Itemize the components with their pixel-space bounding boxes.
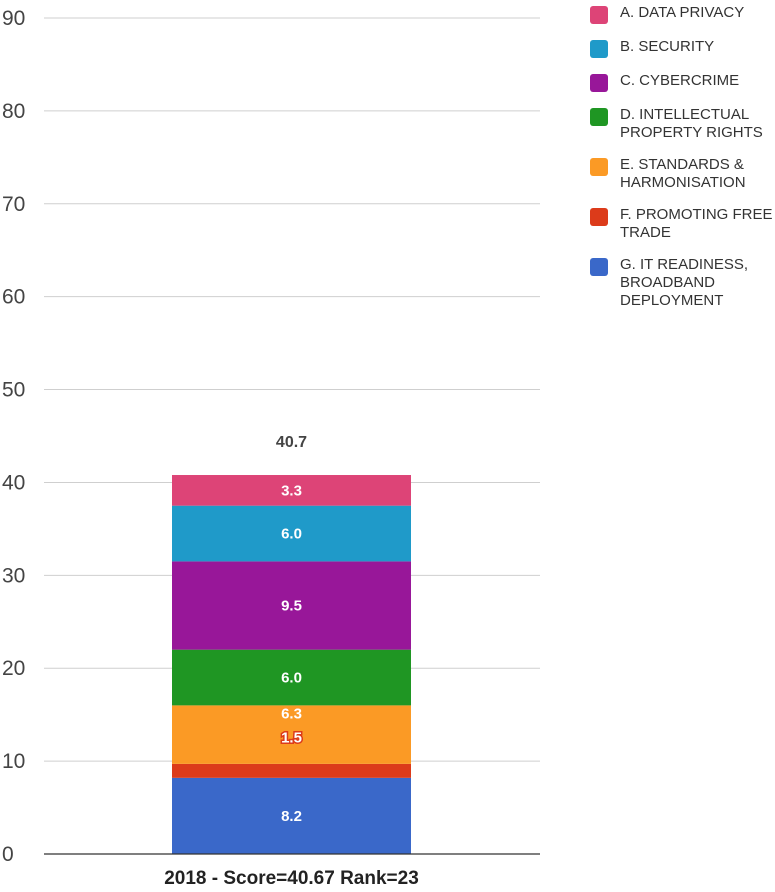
segment-value-label: 8.2 <box>281 808 302 825</box>
bar-segment <box>172 561 411 650</box>
legend-swatch <box>590 74 608 92</box>
segment-value-label: 6.0 <box>281 670 302 687</box>
legend-label: F. PROMOTING FREE TRADE <box>620 206 773 241</box>
legend-item: D. INTELLECTUAL PROPERTY RIGHTS <box>590 106 775 142</box>
legend-item: B. SECURITY <box>590 38 775 58</box>
y-tick-label: 40 <box>2 471 25 494</box>
bar-total-label: 40.7 <box>276 434 307 451</box>
legend-label: G. IT READINESS, BROADBAND DEPLOYMENT <box>620 256 749 309</box>
legend-item: C. CYBERCRIME <box>590 72 775 92</box>
legend-swatch <box>590 208 608 226</box>
y-tick-label: 0 <box>2 843 14 866</box>
segment-value-label: 1.5 <box>281 729 302 746</box>
y-tick-label: 70 <box>2 193 25 216</box>
bar-segment <box>172 649 411 706</box>
bar-segment <box>172 705 411 764</box>
legend-item: G. IT READINESS, BROADBAND DEPLOYMENT <box>590 256 775 310</box>
y-tick-label: 30 <box>2 564 25 587</box>
y-axis-tick-labels: 0 10 20 30 40 50 60 70 80 90 <box>2 7 25 866</box>
legend-swatch <box>590 108 608 126</box>
x-category-label: 2018 - Score=40.67 Rank=23 <box>164 868 419 889</box>
segment-value-label: 9.5 <box>281 598 302 615</box>
y-tick-label: 90 <box>2 7 25 30</box>
bar-segment <box>172 777 411 854</box>
legend-swatch <box>590 158 608 176</box>
legend-swatch <box>590 258 608 276</box>
legend-label: D. INTELLECTUAL PROPERTY RIGHTS <box>620 106 763 141</box>
y-tick-label: 50 <box>2 379 25 402</box>
segment-value-label: 6.3 <box>281 705 302 722</box>
legend-swatch <box>590 6 608 24</box>
segment-value-labels: 3.3 6.0 9.5 6.0 6.3 1.5 8.2 <box>280 482 304 825</box>
y-tick-label: 80 <box>2 100 25 123</box>
legend-item: E. STANDARDS & HARMONISATION <box>590 156 775 192</box>
segment-value-label: 3.3 <box>281 482 302 499</box>
bar-segment <box>172 475 411 506</box>
legend-swatch <box>590 40 608 58</box>
legend-label: C. CYBERCRIME <box>620 72 740 89</box>
y-tick-label: 10 <box>2 750 25 773</box>
legend-label: E. STANDARDS & HARMONISATION <box>620 156 746 191</box>
segment-value-label: 6.0 <box>281 526 302 543</box>
legend-label: A. DATA PRIVACY <box>620 4 745 21</box>
bar-segment <box>172 505 411 562</box>
bar-segment <box>172 763 411 778</box>
chart-legend: A. DATA PRIVACY B. SECURITY C. CYBERCRIME D… <box>590 4 775 324</box>
legend-item: A. DATA PRIVACY <box>590 4 775 24</box>
bar-segments <box>172 475 411 854</box>
y-tick-label: 20 <box>2 657 25 680</box>
gridlines <box>44 17 540 762</box>
y-tick-label: 60 <box>2 286 25 309</box>
legend-label: B. SECURITY <box>620 38 715 55</box>
legend-item: F. PROMOTING FREE TRADE <box>590 206 775 242</box>
